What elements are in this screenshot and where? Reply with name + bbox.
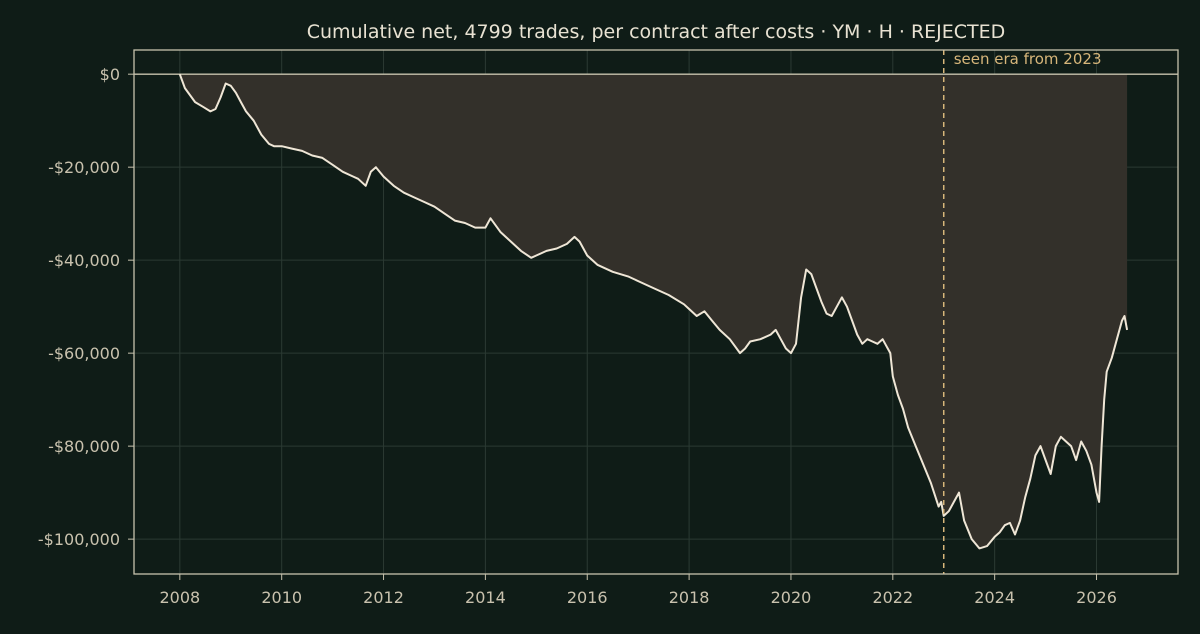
y-tick-label: $0 [100,65,120,84]
y-axis: $0 -$20,000 -$40,000 -$60,000 -$80,000 -$100,… [38,65,134,549]
x-tick-label: 2016 [567,588,608,607]
y-tick-label: -$80,000 [48,437,120,456]
x-tick-label: 2024 [974,588,1015,607]
x-tick-label: 2010 [261,588,302,607]
y-tick-label: -$100,000 [38,530,120,549]
x-tick-label: 2012 [363,588,404,607]
x-tick-label: 2018 [669,588,710,607]
y-tick-label: -$20,000 [48,158,120,177]
area-layer [179,74,1128,549]
chart-title: Cumulative net, 4799 trades, per contrac… [307,21,1006,43]
area-fill [179,74,1128,549]
era-annotation-label: seen era from 2023 [954,50,1102,68]
y-tick-label: -$60,000 [48,344,120,363]
x-tick-label: 2022 [872,588,913,607]
line-layer [178,73,1129,550]
marker-layer: seen era from 2023 [942,50,1102,574]
plot-frame [133,49,1179,575]
x-tick-label: 2020 [771,588,812,607]
y-tick-label: -$40,000 [48,251,120,270]
x-axis: 2008 2010 2012 2014 2016 2018 2020 2022 2024 2026 [159,574,1117,607]
series-line [178,73,1129,550]
x-tick-label: 2026 [1076,588,1117,607]
x-tick-label: 2014 [465,588,506,607]
x-tick-label: 2008 [159,588,200,607]
